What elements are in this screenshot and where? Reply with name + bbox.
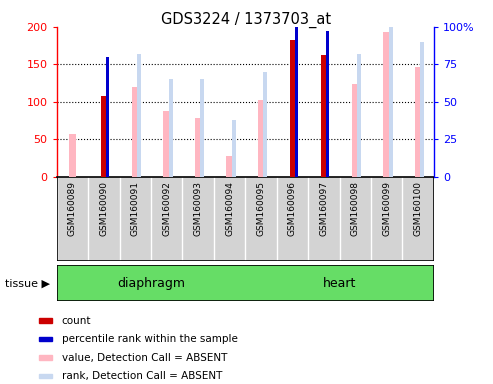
Bar bbox=[295, 27, 298, 177]
Bar bbox=[106, 57, 109, 177]
Bar bbox=[138, 54, 141, 177]
Bar bbox=[101, 96, 106, 177]
Bar bbox=[182, 177, 214, 261]
Bar bbox=[132, 87, 139, 177]
Bar bbox=[257, 99, 264, 177]
Text: GSM160092: GSM160092 bbox=[162, 181, 171, 236]
Bar bbox=[151, 177, 182, 261]
Text: value, Detection Call = ABSENT: value, Detection Call = ABSENT bbox=[62, 353, 227, 362]
Bar bbox=[214, 177, 246, 261]
Text: diaphragm: diaphragm bbox=[117, 277, 185, 290]
Bar bbox=[357, 54, 361, 177]
Text: heart: heart bbox=[323, 277, 356, 290]
Bar bbox=[195, 118, 202, 177]
Text: GSM160093: GSM160093 bbox=[194, 181, 203, 236]
Bar bbox=[69, 134, 76, 177]
Bar bbox=[383, 32, 390, 177]
Text: tissue ▶: tissue ▶ bbox=[5, 278, 50, 288]
Bar bbox=[232, 120, 236, 177]
Bar bbox=[308, 177, 340, 261]
Text: GSM160099: GSM160099 bbox=[382, 181, 391, 236]
Bar bbox=[88, 177, 119, 261]
Bar bbox=[326, 31, 329, 177]
Text: GSM160100: GSM160100 bbox=[414, 181, 423, 236]
Text: GSM160096: GSM160096 bbox=[288, 181, 297, 236]
Bar bbox=[289, 40, 295, 177]
Text: GSM160089: GSM160089 bbox=[68, 181, 77, 236]
Text: percentile rank within the sample: percentile rank within the sample bbox=[62, 334, 238, 344]
Text: GDS3224 / 1373703_at: GDS3224 / 1373703_at bbox=[161, 12, 332, 28]
Bar bbox=[226, 156, 233, 177]
Bar bbox=[245, 265, 434, 301]
Text: GSM160091: GSM160091 bbox=[131, 181, 140, 236]
Text: count: count bbox=[62, 316, 91, 326]
Bar bbox=[200, 79, 204, 177]
Text: rank, Detection Call = ABSENT: rank, Detection Call = ABSENT bbox=[62, 371, 222, 381]
Bar bbox=[371, 177, 402, 261]
Text: GSM160090: GSM160090 bbox=[99, 181, 108, 236]
Bar bbox=[245, 177, 277, 261]
Bar bbox=[402, 177, 434, 261]
Bar bbox=[169, 79, 173, 177]
Bar bbox=[263, 72, 267, 177]
Text: GSM160095: GSM160095 bbox=[256, 181, 266, 236]
Bar bbox=[119, 177, 151, 261]
Bar bbox=[277, 177, 308, 261]
Text: GSM160098: GSM160098 bbox=[351, 181, 360, 236]
Bar bbox=[57, 177, 88, 261]
Bar bbox=[389, 22, 393, 177]
Bar bbox=[340, 177, 371, 261]
Bar bbox=[163, 111, 170, 177]
Bar bbox=[415, 66, 422, 177]
Text: GSM160097: GSM160097 bbox=[319, 181, 328, 236]
Bar bbox=[57, 265, 245, 301]
Bar bbox=[321, 55, 327, 177]
Bar bbox=[420, 42, 424, 177]
Text: GSM160094: GSM160094 bbox=[225, 181, 234, 236]
Bar bbox=[352, 84, 359, 177]
